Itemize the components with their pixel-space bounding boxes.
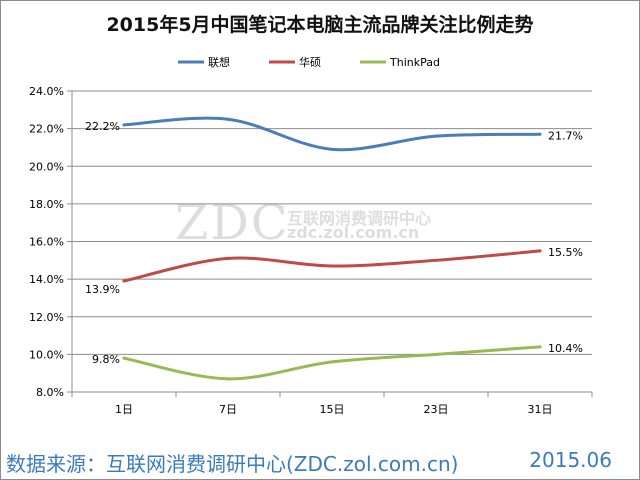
y-tick-label: 16.0% xyxy=(29,236,64,249)
data-label: 9.8% xyxy=(92,353,120,366)
data-point xyxy=(538,249,542,253)
data-point xyxy=(330,264,334,268)
series-line xyxy=(122,116,542,152)
data-label: 15.5% xyxy=(548,246,583,259)
y-tick-label: 18.0% xyxy=(29,198,64,211)
y-tick-label: 24.0% xyxy=(29,85,64,98)
publish-date: 2015.06 xyxy=(529,448,612,472)
watermark-cn: 互联网消费调研中心 xyxy=(287,209,432,228)
data-point xyxy=(122,356,126,360)
legend-label: 联想 xyxy=(208,55,230,69)
y-tick-label: 20.0% xyxy=(29,160,64,173)
data-label: 22.2% xyxy=(85,120,120,133)
legend-label: ThinkPad xyxy=(389,56,440,69)
footer: 数据来源：互联网消费调研中心(ZDC.zol.com.cn) 2015.06 xyxy=(6,448,634,476)
data-point xyxy=(434,258,438,262)
data-point xyxy=(434,134,438,138)
data-point xyxy=(538,132,542,136)
chart-title: 2015年5月中国笔记本电脑主流品牌关注比例走势 xyxy=(106,14,534,36)
data-label: 10.4% xyxy=(548,342,583,355)
data-point xyxy=(538,345,542,349)
line-chart: 8.0% 10.0% 12.0% 14.0% 16.0% 18.0% 20.0% 22.0% 2… xyxy=(29,55,593,416)
legend-label: 华硕 xyxy=(299,55,321,69)
data-point xyxy=(330,147,334,151)
y-tick-label: 22.0% xyxy=(29,123,64,136)
y-tick-label: 14.0% xyxy=(29,273,64,286)
data-point xyxy=(122,123,126,127)
data-point xyxy=(226,117,230,121)
x-tick-label: 7日 xyxy=(219,403,237,416)
data-label: 21.7% xyxy=(548,129,583,142)
data-label: 13.9% xyxy=(85,283,120,296)
x-tick-label: 15日 xyxy=(320,403,345,416)
data-point xyxy=(226,377,230,381)
x-tick-label: 1日 xyxy=(115,403,133,416)
data-point xyxy=(122,279,126,283)
data-point xyxy=(226,256,230,260)
y-tick-label: 8.0% xyxy=(36,386,64,399)
x-tick-label: 31日 xyxy=(528,403,553,416)
y-tick-label: 12.0% xyxy=(29,311,64,324)
data-source: 数据来源：互联网消费调研中心(ZDC.zol.com.cn) xyxy=(6,452,459,476)
data-point xyxy=(330,360,334,364)
watermark-url: zdc.zol.com.cn xyxy=(287,223,420,242)
data-point xyxy=(434,352,438,356)
y-tick-label: 10.0% xyxy=(29,348,64,361)
x-tick-label: 23日 xyxy=(424,403,449,416)
